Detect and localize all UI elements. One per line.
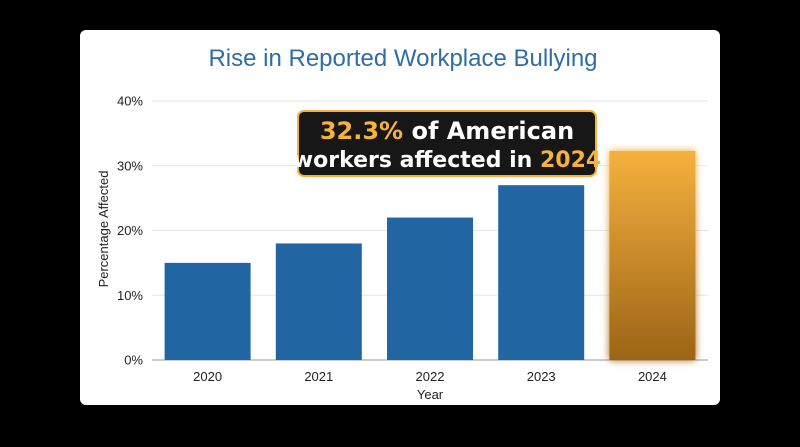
x-tick-label: 2023 xyxy=(527,369,556,384)
annotation-callout: 32.3% of American workers affected in 20… xyxy=(293,110,601,177)
y-tick-label: 10% xyxy=(117,288,143,303)
bar xyxy=(387,217,473,360)
annotation-value: 32.3% xyxy=(320,117,403,145)
bar xyxy=(275,243,362,360)
y-axis-label: Percentage Affected xyxy=(96,171,111,288)
annotation-year: 2024 xyxy=(540,148,601,173)
chart-title: Rise in Reported Workplace Bullying xyxy=(208,45,597,72)
y-tick-label: 40% xyxy=(117,94,143,109)
y-tick-label: 0% xyxy=(124,353,143,368)
y-tick-label: 30% xyxy=(117,158,143,173)
annotation-line-1: 32.3% of American xyxy=(320,117,574,145)
annotation-line-2-text: workers affected in xyxy=(293,148,540,173)
x-tick-label: 2020 xyxy=(193,369,222,384)
bar xyxy=(498,185,585,360)
bar-highlighted xyxy=(609,150,696,360)
annotation-line-1-rest: of American xyxy=(403,117,574,145)
bars xyxy=(164,150,696,360)
annotation-line-2: workers affected in 2024 xyxy=(293,148,601,173)
x-tick-label: 2021 xyxy=(304,369,333,384)
chart-card: Rise in Reported Workplace Bullying 0% 10… xyxy=(80,30,720,405)
bar xyxy=(164,262,251,360)
annotation-box xyxy=(297,110,597,177)
y-tick-label: 20% xyxy=(117,223,143,238)
bar-chart: Rise in Reported Workplace Bullying 0% 10… xyxy=(96,45,708,402)
x-axis-ticks: 2020 2021 2022 2023 2024 xyxy=(193,369,667,384)
x-tick-label: 2024 xyxy=(638,369,667,384)
x-tick-label: 2022 xyxy=(416,369,445,384)
y-axis-ticks: 0% 10% 20% 30% 40% xyxy=(117,94,143,368)
x-axis-label: Year xyxy=(417,387,444,402)
